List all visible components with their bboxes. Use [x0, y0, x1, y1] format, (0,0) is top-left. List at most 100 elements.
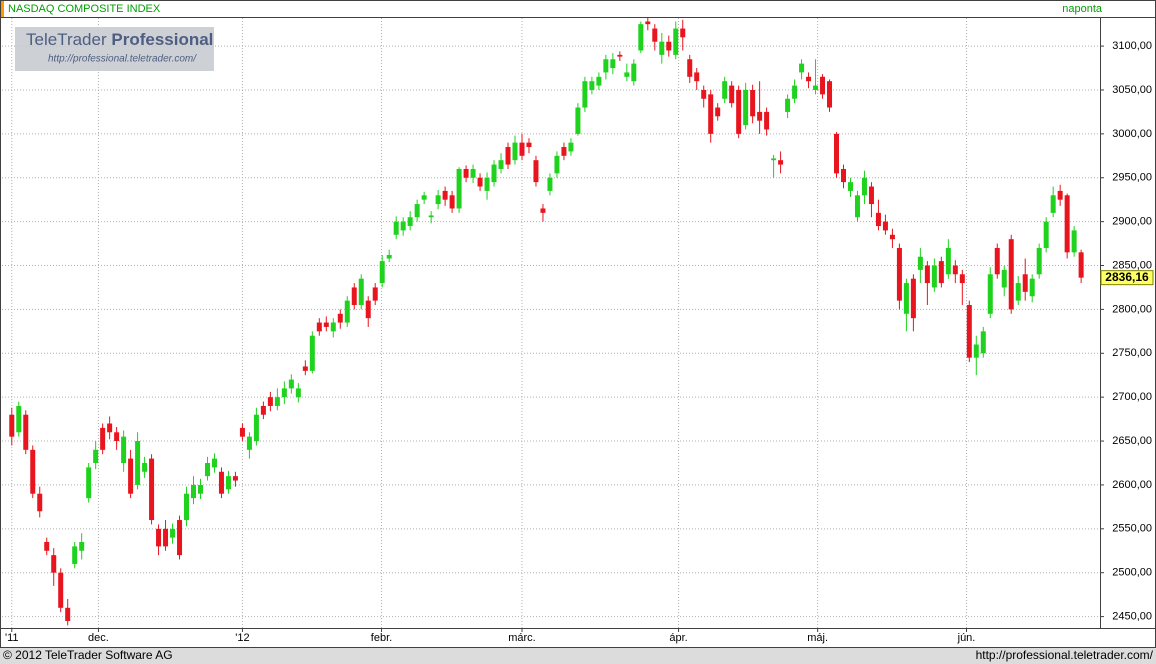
candle-body	[561, 147, 567, 156]
candle-body	[792, 85, 798, 99]
candle-body	[9, 414, 15, 437]
candle-body	[827, 81, 833, 108]
candle-body	[1078, 252, 1084, 278]
candle-body	[239, 427, 245, 437]
candle-body	[44, 541, 50, 551]
candle-body	[477, 177, 483, 187]
candle-body	[184, 493, 190, 521]
candle-body	[218, 471, 224, 494]
candle-body	[232, 476, 238, 481]
candle-body	[177, 520, 183, 556]
candle-body	[442, 190, 448, 200]
candle-body	[470, 168, 476, 178]
candle-body	[114, 432, 120, 442]
y-tick-label: 2950,00	[1112, 172, 1152, 184]
candle-body	[365, 300, 371, 319]
watermark-product: Professional	[111, 30, 213, 49]
watermark: TeleTrader Professional http://professio…	[15, 27, 214, 71]
candle-body	[854, 195, 860, 218]
header-title: NASDAQ COMPOSITE INDEX	[8, 3, 161, 15]
candle-body	[959, 274, 965, 284]
header-marker	[1, 1, 4, 17]
watermark-box	[15, 27, 214, 71]
candle-body	[253, 414, 259, 442]
candle-body	[603, 59, 609, 73]
candle-body	[302, 366, 308, 371]
candle-body	[1029, 278, 1035, 297]
candle-body	[100, 427, 106, 450]
candle-body	[659, 41, 665, 55]
candle-body	[582, 81, 588, 108]
candle-body	[281, 388, 287, 398]
candle-body	[610, 59, 616, 69]
candle-body	[1064, 195, 1070, 253]
candle-body	[337, 313, 343, 323]
candle-body	[142, 462, 148, 472]
candle-body	[840, 168, 846, 183]
y-tick-label: 2850,00	[1112, 259, 1152, 271]
candle-body	[785, 98, 791, 112]
candle-body	[694, 72, 700, 82]
candle-body	[652, 28, 658, 42]
x-tick-label: dec.	[88, 632, 109, 644]
candle-body	[358, 278, 364, 306]
y-tick-label: 2800,00	[1112, 303, 1152, 315]
candle-body	[121, 436, 127, 463]
candle-body	[30, 449, 36, 494]
candle-body	[246, 436, 252, 450]
candle-body	[680, 28, 686, 38]
candle-body	[79, 541, 85, 551]
watermark-brand-name: TeleTrader	[26, 30, 107, 49]
y-tick-label: 3100,00	[1112, 40, 1152, 52]
candle-body	[1050, 195, 1056, 213]
candle-body	[407, 217, 413, 227]
last-price-label: 2836,16	[1105, 270, 1149, 284]
candle-body	[889, 234, 895, 240]
candle-body	[128, 458, 134, 494]
candle-body	[498, 160, 504, 169]
candle-body	[931, 265, 937, 288]
candle-body	[379, 261, 385, 284]
candle-body	[722, 81, 728, 99]
candle-body	[191, 484, 197, 499]
candle-body	[414, 204, 420, 218]
candle-body	[512, 142, 518, 161]
candle-body	[211, 458, 217, 468]
candle-body	[861, 177, 867, 196]
candle-body	[16, 405, 22, 433]
candle-body	[23, 414, 29, 450]
candle-body	[107, 423, 113, 433]
candle-body	[701, 89, 707, 99]
candle-body	[170, 528, 176, 538]
candle-body	[533, 160, 539, 183]
candle-body	[554, 155, 560, 174]
candle-body	[645, 21, 651, 25]
candle-body	[973, 344, 979, 358]
candles	[9, 18, 1084, 626]
candle-body	[393, 221, 399, 235]
candle-body	[58, 572, 64, 608]
x-tick-label: '12	[235, 632, 249, 644]
y-tick-label: 2450,00	[1112, 610, 1152, 622]
candle-body	[1036, 247, 1042, 275]
candle-body	[715, 107, 721, 117]
candle-body	[806, 76, 812, 82]
candle-body	[987, 274, 993, 314]
candle-body	[917, 256, 923, 270]
candle-body	[875, 212, 881, 227]
candle-body	[743, 89, 749, 126]
candle-body	[519, 142, 525, 156]
candle-body	[1015, 283, 1021, 301]
y-tick-label: 3000,00	[1112, 128, 1152, 140]
candle-body	[938, 261, 944, 284]
candle-body	[820, 76, 826, 95]
candle-body	[1057, 190, 1063, 200]
candle-body	[484, 177, 490, 191]
candle-body	[72, 546, 78, 564]
candle-body	[267, 397, 273, 406]
candle-body	[1001, 269, 1007, 288]
footer-bar	[0, 648, 1156, 664]
candle-body	[197, 484, 203, 494]
footer-copyright: © 2012 TeleTrader Software AG	[3, 648, 173, 662]
